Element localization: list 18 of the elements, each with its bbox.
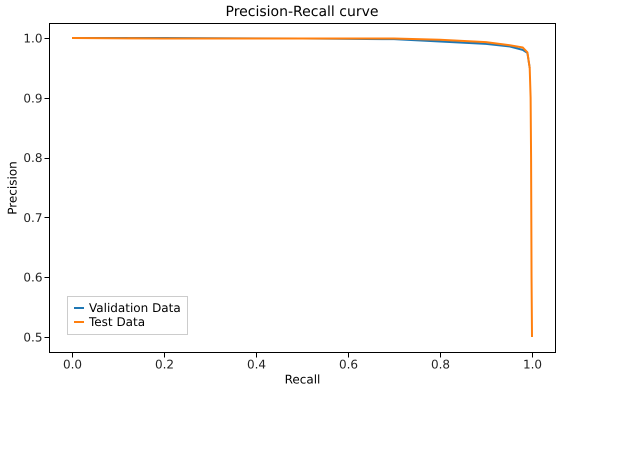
y-tick-label: 0.9 [23, 91, 42, 106]
legend-label: Test Data [88, 315, 146, 329]
line-series [71, 36, 533, 338]
x-tick-label: 0.0 [62, 358, 82, 372]
x-tick-label: 0.4 [246, 358, 266, 372]
y-axis-title: Precision [5, 161, 20, 215]
x-tick-label: 0.6 [338, 358, 358, 372]
y-tick-label: 0.8 [23, 151, 42, 166]
y-tick-label: 0.6 [23, 270, 42, 285]
chart-title: Precision-Recall curve [226, 4, 378, 20]
x-tick-label: 1.0 [522, 358, 542, 372]
x-tick-label: 0.8 [430, 358, 450, 372]
y-tick-label: 0.5 [23, 330, 42, 345]
x-tick-label: 0.2 [154, 358, 174, 372]
y-tick-label: 0.7 [23, 210, 42, 225]
legend-label: Validation Data [89, 301, 181, 315]
x-axis-title: Recall [284, 372, 320, 386]
y-tick-label: 1.0 [23, 31, 42, 46]
